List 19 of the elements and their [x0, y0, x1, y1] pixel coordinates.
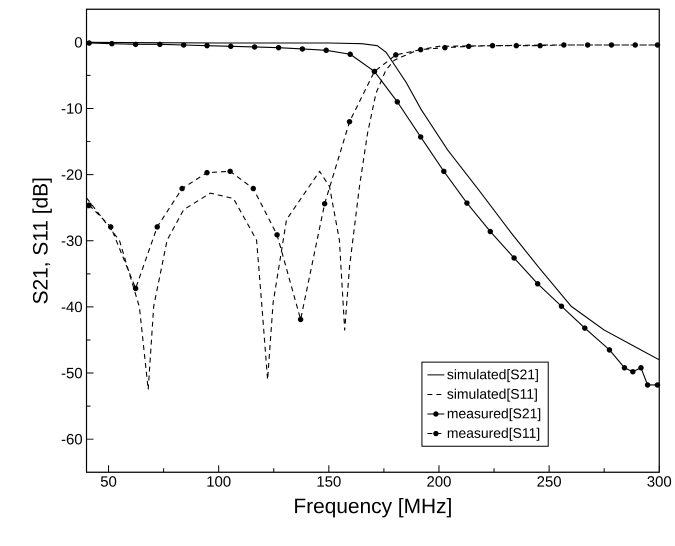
x-tick-label: 150 — [318, 476, 341, 487]
y-tick-label: -30 — [62, 236, 82, 246]
y-tick-label: 0 — [74, 37, 82, 48]
legend-label: simulated[S21] — [447, 369, 538, 382]
legend-label: measured[S11] — [448, 428, 540, 441]
x-axis-title: Frequency [MHz] — [295, 498, 451, 518]
legend-label: measured[S21] — [448, 408, 540, 422]
y-tick-label: -40 — [62, 302, 82, 312]
y-axis-title: S21, S11 [dB] — [32, 178, 52, 304]
x-tick-label: 200 — [427, 476, 451, 487]
x-tick-label: 250 — [537, 476, 561, 487]
y-tick-label: -20 — [62, 169, 82, 180]
legend-label: simulated[S11] — [447, 388, 537, 402]
x-tick-label: 100 — [207, 476, 231, 487]
x-tick-label: 300 — [647, 476, 672, 487]
y-tick-label: -60 — [62, 434, 82, 445]
x-tick-label: 50 — [100, 476, 116, 487]
y-tick-label: -10 — [62, 103, 82, 114]
y-tick-label: -50 — [62, 368, 82, 378]
